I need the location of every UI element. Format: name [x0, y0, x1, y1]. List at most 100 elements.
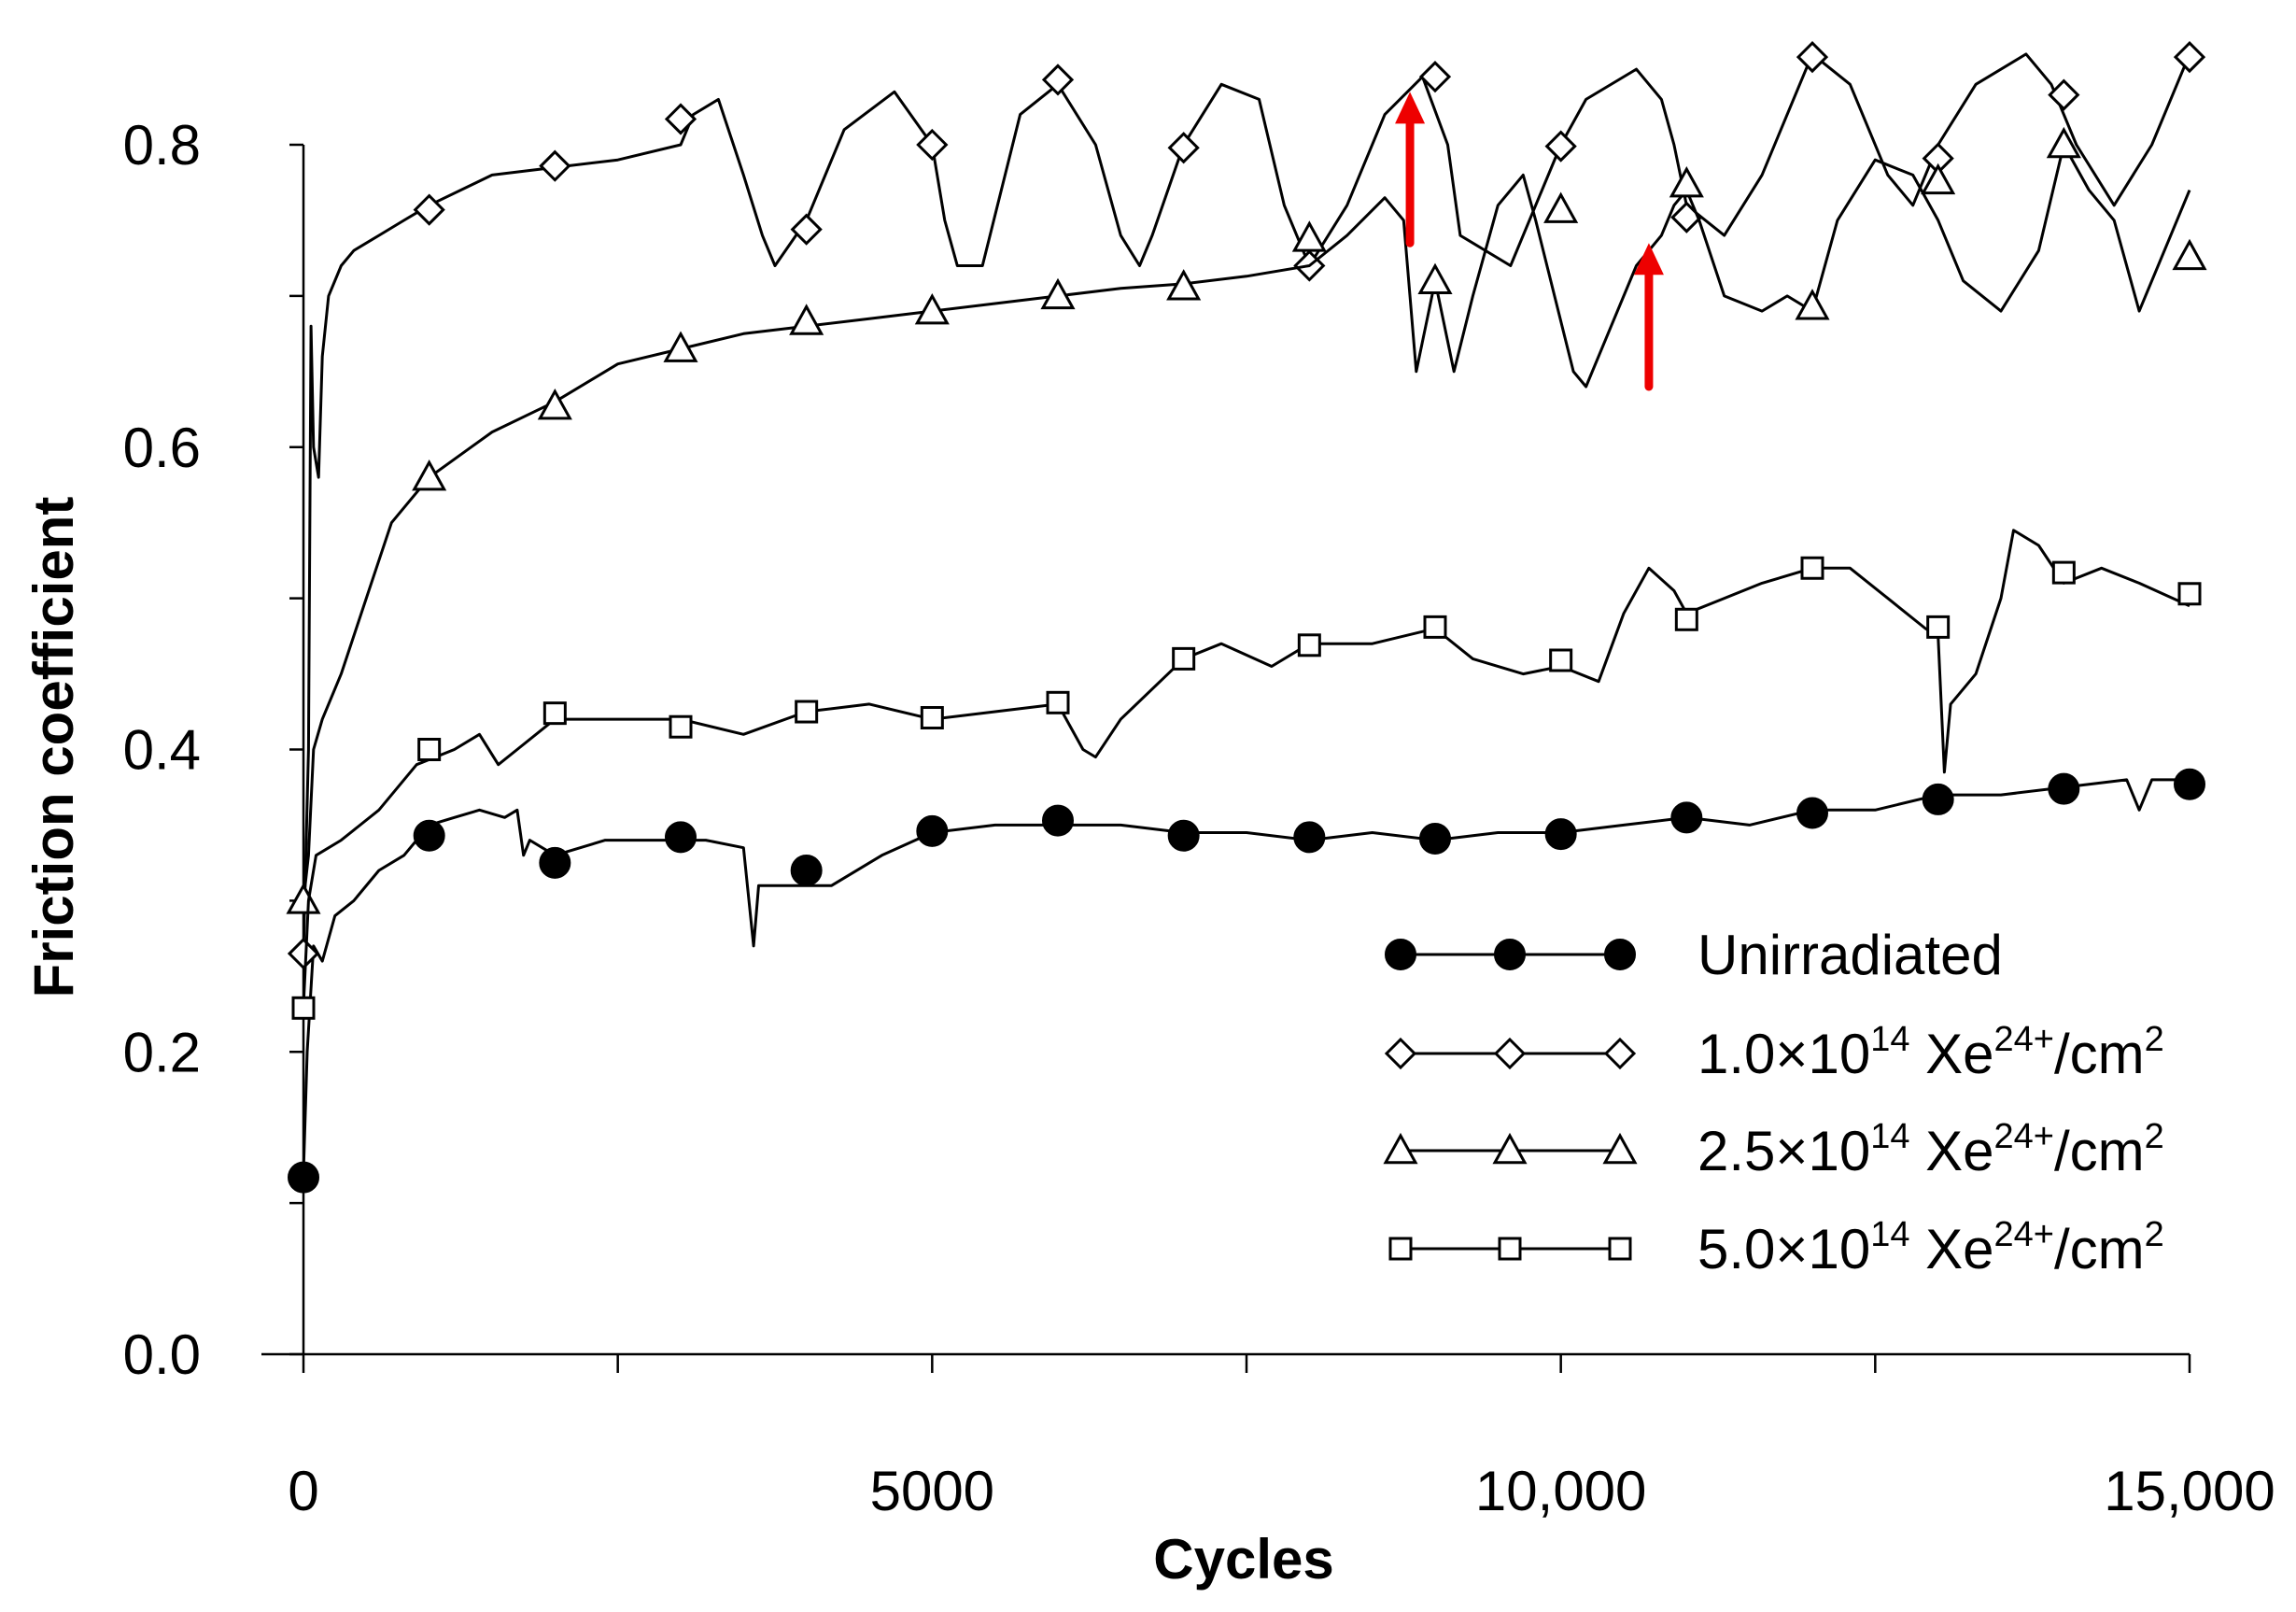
x-tick-label-0: 0 [288, 1460, 318, 1522]
series-3-point-7 [1172, 646, 1196, 671]
legend-text-1-b: 14 [1870, 1020, 1909, 1059]
legend-markers-2 [1383, 1132, 1638, 1165]
series-1-point-3 [664, 103, 697, 135]
series-3-point-10 [1549, 648, 1573, 672]
series-3-point-14 [2051, 560, 2076, 585]
arrow-head-0 [1395, 92, 1426, 124]
series-line-3 [302, 529, 2190, 1007]
legend-entry-1: 1.0×1014 Xe24+/cm2 [1384, 1020, 2164, 1085]
series-1-point-15 [2173, 40, 2206, 74]
series-3-point-9 [1423, 615, 1447, 639]
series-0-point-13 [1922, 783, 1954, 815]
legend-text-2-b: 14 [1870, 1117, 1909, 1156]
series-1-point-12 [1796, 40, 1829, 74]
legend-text-2-f: 2 [2145, 1117, 2164, 1156]
series-1-point-9 [1418, 61, 1452, 93]
y-tick-label-3: 0.6 [123, 417, 201, 479]
series-line-2 [302, 143, 2191, 901]
x-axis-title: Cycles [1153, 1528, 1333, 1591]
legend-marker-0-1 [1494, 939, 1526, 970]
arrow-head-1 [1633, 243, 1664, 276]
legend-label-1: 1.0×1014 Xe24+/cm2 [1697, 1020, 2164, 1085]
series-2-point-6 [1040, 277, 1076, 310]
legend-marker-3-1 [1498, 1237, 1522, 1261]
series-0-point-11 [1670, 801, 1703, 834]
series-3-point-0 [291, 996, 316, 1020]
y-tick-label-4: 0.8 [123, 114, 201, 177]
axes [261, 145, 2190, 1356]
series-line-1 [302, 52, 2191, 954]
series-2-point-11 [1669, 165, 1704, 198]
series-1-point-1 [413, 193, 445, 226]
series-0-point-15 [2174, 768, 2205, 800]
series-3-point-2 [542, 701, 567, 726]
legend-text-3-d: 24+ [1994, 1215, 2054, 1254]
legend-text-2-a: 2.5×10 [1697, 1120, 1870, 1182]
series-1-point-10 [1544, 130, 1577, 163]
legend-text-3-c: Xe [1909, 1218, 1993, 1280]
legend-text-3-a: 5.0×10 [1697, 1218, 1870, 1280]
series-3-point-12 [1800, 556, 1824, 580]
legend-markers-1 [1384, 1037, 1637, 1070]
legend-label-2: 2.5×1014 Xe24+/cm2 [1697, 1117, 2164, 1182]
legend-text-1-c: Xe [1909, 1023, 1993, 1085]
series-2-point-2 [537, 388, 572, 420]
series-3-point-15 [2177, 582, 2202, 606]
series-0-point-6 [1042, 804, 1074, 837]
y-axis-title: Friction coefficient [22, 497, 85, 998]
legend-text-3-e: /cm [2054, 1218, 2145, 1280]
y-ticks: 0.0 0.2 0.4 0.6 0.8 [123, 114, 303, 1386]
legend-marker-1-2 [1603, 1037, 1637, 1070]
legend-text-3-b: 14 [1870, 1215, 1909, 1254]
x-tick-label-2: 10,000 [1475, 1460, 1647, 1522]
legend-label-0: Unirradiated [1697, 924, 2003, 986]
y-tick-label-2: 0.4 [123, 719, 201, 782]
legend-text-1-a: 1.0×10 [1697, 1023, 1870, 1085]
legend-text-1-d: 24+ [1994, 1020, 2054, 1059]
legend-marker-2-1 [1492, 1132, 1528, 1165]
series-2-point-3 [663, 331, 698, 362]
y-tick-label-1: 0.2 [123, 1021, 201, 1083]
series-3 [291, 529, 2202, 1020]
legend-marker-3-0 [1388, 1237, 1413, 1261]
plot-series [286, 40, 2207, 1194]
legend: Unirradiated 1.0×1014 Xe24+/cm2 2.5×1014… [1383, 924, 2164, 1280]
legend-marker-1-0 [1384, 1037, 1417, 1070]
series-2-point-12 [1795, 289, 1830, 320]
series-2-point-8 [1291, 220, 1327, 252]
series-0-point-1 [413, 819, 445, 852]
series-1-point-14 [2048, 78, 2080, 111]
y-tick-label-0: 0.0 [123, 1323, 201, 1386]
legend-label-3: 5.0×1014 Xe24+/cm2 [1697, 1215, 2164, 1280]
series-3-point-3 [669, 714, 693, 739]
series-2-point-0 [286, 883, 321, 914]
legend-markers-0 [1385, 939, 1636, 970]
legend-marker-0-0 [1385, 939, 1416, 970]
series-2-point-1 [412, 460, 447, 491]
series-3-point-8 [1297, 633, 1321, 658]
x-tick-label-1: 5000 [870, 1460, 994, 1522]
legend-text-3-f: 2 [2145, 1215, 2164, 1254]
series-2-point-14 [2046, 126, 2081, 159]
x-ticks: 0 5000 10,000 15,000 [288, 1354, 2275, 1522]
series-3-point-13 [1926, 615, 1951, 639]
legend-markers-3 [1388, 1237, 1632, 1261]
legend-text-2-e: /cm [2054, 1120, 2145, 1182]
series-1-point-5 [916, 128, 949, 162]
series-0 [288, 768, 2205, 1194]
legend-entry-3: 5.0×1014 Xe24+/cm2 [1388, 1215, 2164, 1280]
series-3-point-5 [920, 706, 944, 730]
series-2-point-4 [789, 304, 824, 335]
series-1 [287, 40, 2206, 970]
legend-marker-1-1 [1493, 1037, 1527, 1070]
series-2-point-13 [1921, 163, 1956, 195]
series-2-point-15 [2172, 238, 2207, 271]
series-0-point-8 [1293, 821, 1326, 854]
series-2-point-7 [1166, 269, 1202, 301]
legend-entry-2: 2.5×1014 Xe24+/cm2 [1383, 1117, 2164, 1182]
series-2 [286, 126, 2207, 914]
series-1-point-6 [1041, 64, 1075, 96]
legend-text-2-d: 24+ [1994, 1117, 2054, 1156]
legend-marker-3-2 [1608, 1237, 1632, 1261]
